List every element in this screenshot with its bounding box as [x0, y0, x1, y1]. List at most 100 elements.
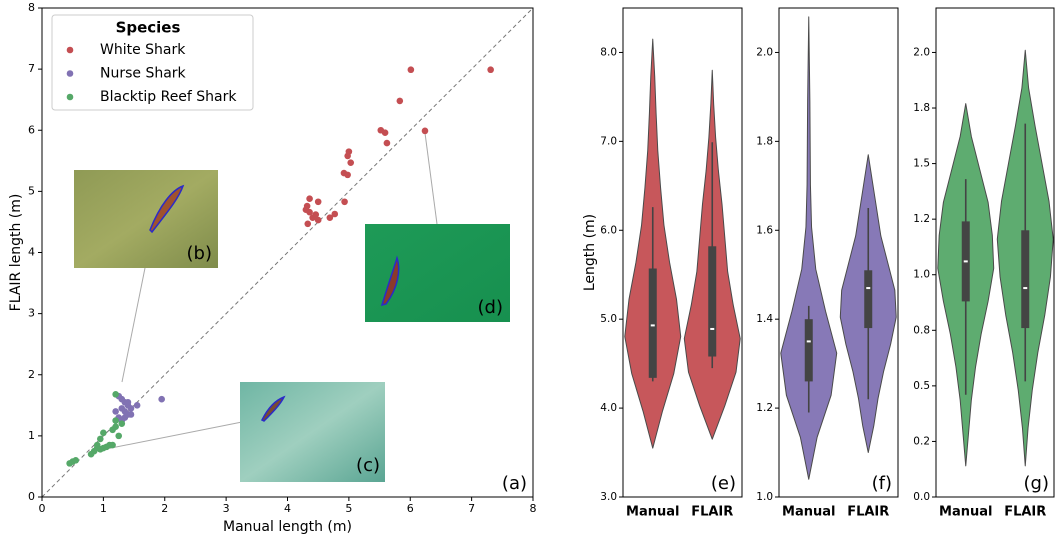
- y-tick-label: 1.2: [913, 213, 930, 225]
- iqr-box: [864, 270, 873, 329]
- iqr-box: [1021, 230, 1030, 329]
- connector: [121, 267, 146, 383]
- legend-box: [51, 14, 254, 111]
- point: [341, 198, 348, 206]
- point: [347, 159, 355, 166]
- y-tick-label: 7.0: [600, 135, 617, 147]
- axes-frame: [41, 7, 534, 498]
- inset-label: (b): [187, 243, 212, 264]
- axes-frame: [935, 7, 1055, 498]
- point: [127, 405, 135, 412]
- x-tick-label: 7: [468, 502, 475, 515]
- y-tick-label: 1.8: [913, 102, 930, 114]
- x-tick-label: 0: [39, 502, 46, 515]
- x-tick-label: FLAIR: [847, 505, 889, 520]
- y-tick-label: 8.0: [600, 46, 617, 58]
- y-tick-label: 2.0: [913, 46, 930, 58]
- shark-outline: [149, 184, 185, 234]
- y-tick-label: 4.0: [600, 402, 617, 414]
- legend-label: Blacktip Reef Shark: [100, 89, 237, 105]
- point: [112, 391, 119, 398]
- legend-title: Species: [116, 19, 181, 37]
- y-tick-label: 1.0: [913, 269, 930, 281]
- shark-outline: [260, 395, 286, 422]
- point: [326, 214, 334, 221]
- y-tick-label: 7: [28, 62, 35, 75]
- y-tick-label: 0.8: [913, 324, 930, 336]
- point: [109, 441, 116, 449]
- y-tick-label: 0.0: [913, 491, 930, 503]
- inset-image: [74, 170, 218, 268]
- panel-label: (e): [711, 473, 736, 494]
- point: [383, 139, 391, 147]
- point: [97, 435, 104, 443]
- point: [487, 66, 494, 74]
- point: [72, 457, 80, 464]
- point: [407, 66, 415, 74]
- point: [314, 198, 322, 206]
- point: [127, 411, 135, 418]
- point: [396, 97, 404, 105]
- x-tick-label: FLAIR: [1004, 505, 1046, 520]
- y-tick-label: 1.0: [756, 491, 773, 503]
- y-axis-label: Length (m): [582, 214, 598, 291]
- legend-label: White Shark: [100, 42, 186, 58]
- x-tick-label: 2: [161, 502, 168, 515]
- y-tick-label: 1: [28, 429, 35, 442]
- legend-label: Nurse Shark: [100, 66, 187, 82]
- y-tick-label: 2.0: [756, 46, 773, 58]
- x-tick-label: 4: [284, 502, 291, 515]
- x-tick-label: 8: [530, 502, 537, 515]
- connector: [105, 421, 243, 450]
- x-tick-label: 3: [223, 502, 230, 515]
- point: [331, 210, 339, 218]
- x-tick-label: FLAIR: [691, 505, 733, 520]
- point: [158, 395, 165, 403]
- violin: [780, 16, 838, 480]
- inset-label: (c): [356, 455, 380, 476]
- x-tick-label: Manual: [782, 505, 835, 520]
- y-tick-label: 2: [28, 368, 35, 381]
- point: [118, 420, 126, 427]
- inset-label: (d): [478, 297, 503, 318]
- y-tick-label: 6.0: [600, 224, 617, 236]
- x-tick-label: 1: [100, 502, 107, 515]
- y-tick-label: 0.2: [913, 435, 930, 447]
- y-tick-label: 0: [28, 490, 35, 503]
- shark-outline: [380, 255, 400, 307]
- point: [306, 195, 313, 203]
- y-tick-label: 1.2: [756, 402, 773, 414]
- point: [112, 423, 119, 431]
- y-tick-label: 1.6: [756, 224, 773, 236]
- panel-label: (g): [1024, 473, 1049, 494]
- point: [124, 398, 132, 406]
- point: [381, 129, 389, 136]
- inset-image: [365, 224, 510, 322]
- axes-frame: [778, 7, 899, 498]
- inset-image: [240, 382, 385, 482]
- point: [112, 408, 119, 415]
- y-tick-label: 8: [28, 1, 35, 14]
- iqr-box: [804, 319, 813, 382]
- point: [344, 152, 351, 160]
- y-tick-label: 4: [28, 246, 35, 259]
- insets: (b) (c) (d): [74, 132, 510, 482]
- panel-label: (f): [872, 473, 892, 494]
- connector: [424, 132, 438, 225]
- x-axis-label: Manual length (m): [223, 519, 352, 535]
- y-axis-label: FLAIR length (m): [8, 194, 24, 312]
- point: [302, 206, 310, 214]
- y-tick-label: 1.5: [913, 158, 930, 170]
- x-tick-label: Manual: [626, 505, 679, 520]
- panel-label: (a): [502, 473, 527, 494]
- point: [133, 402, 141, 409]
- y-tick-label: 5.0: [600, 313, 617, 325]
- x-tick-label: 5: [345, 502, 352, 515]
- y-tick-label: 3: [28, 307, 35, 320]
- y-tick-label: 6: [28, 123, 35, 136]
- y-tick-label: 1.8: [756, 135, 773, 147]
- point: [314, 216, 322, 224]
- y-tick-label: 0.5: [913, 380, 930, 392]
